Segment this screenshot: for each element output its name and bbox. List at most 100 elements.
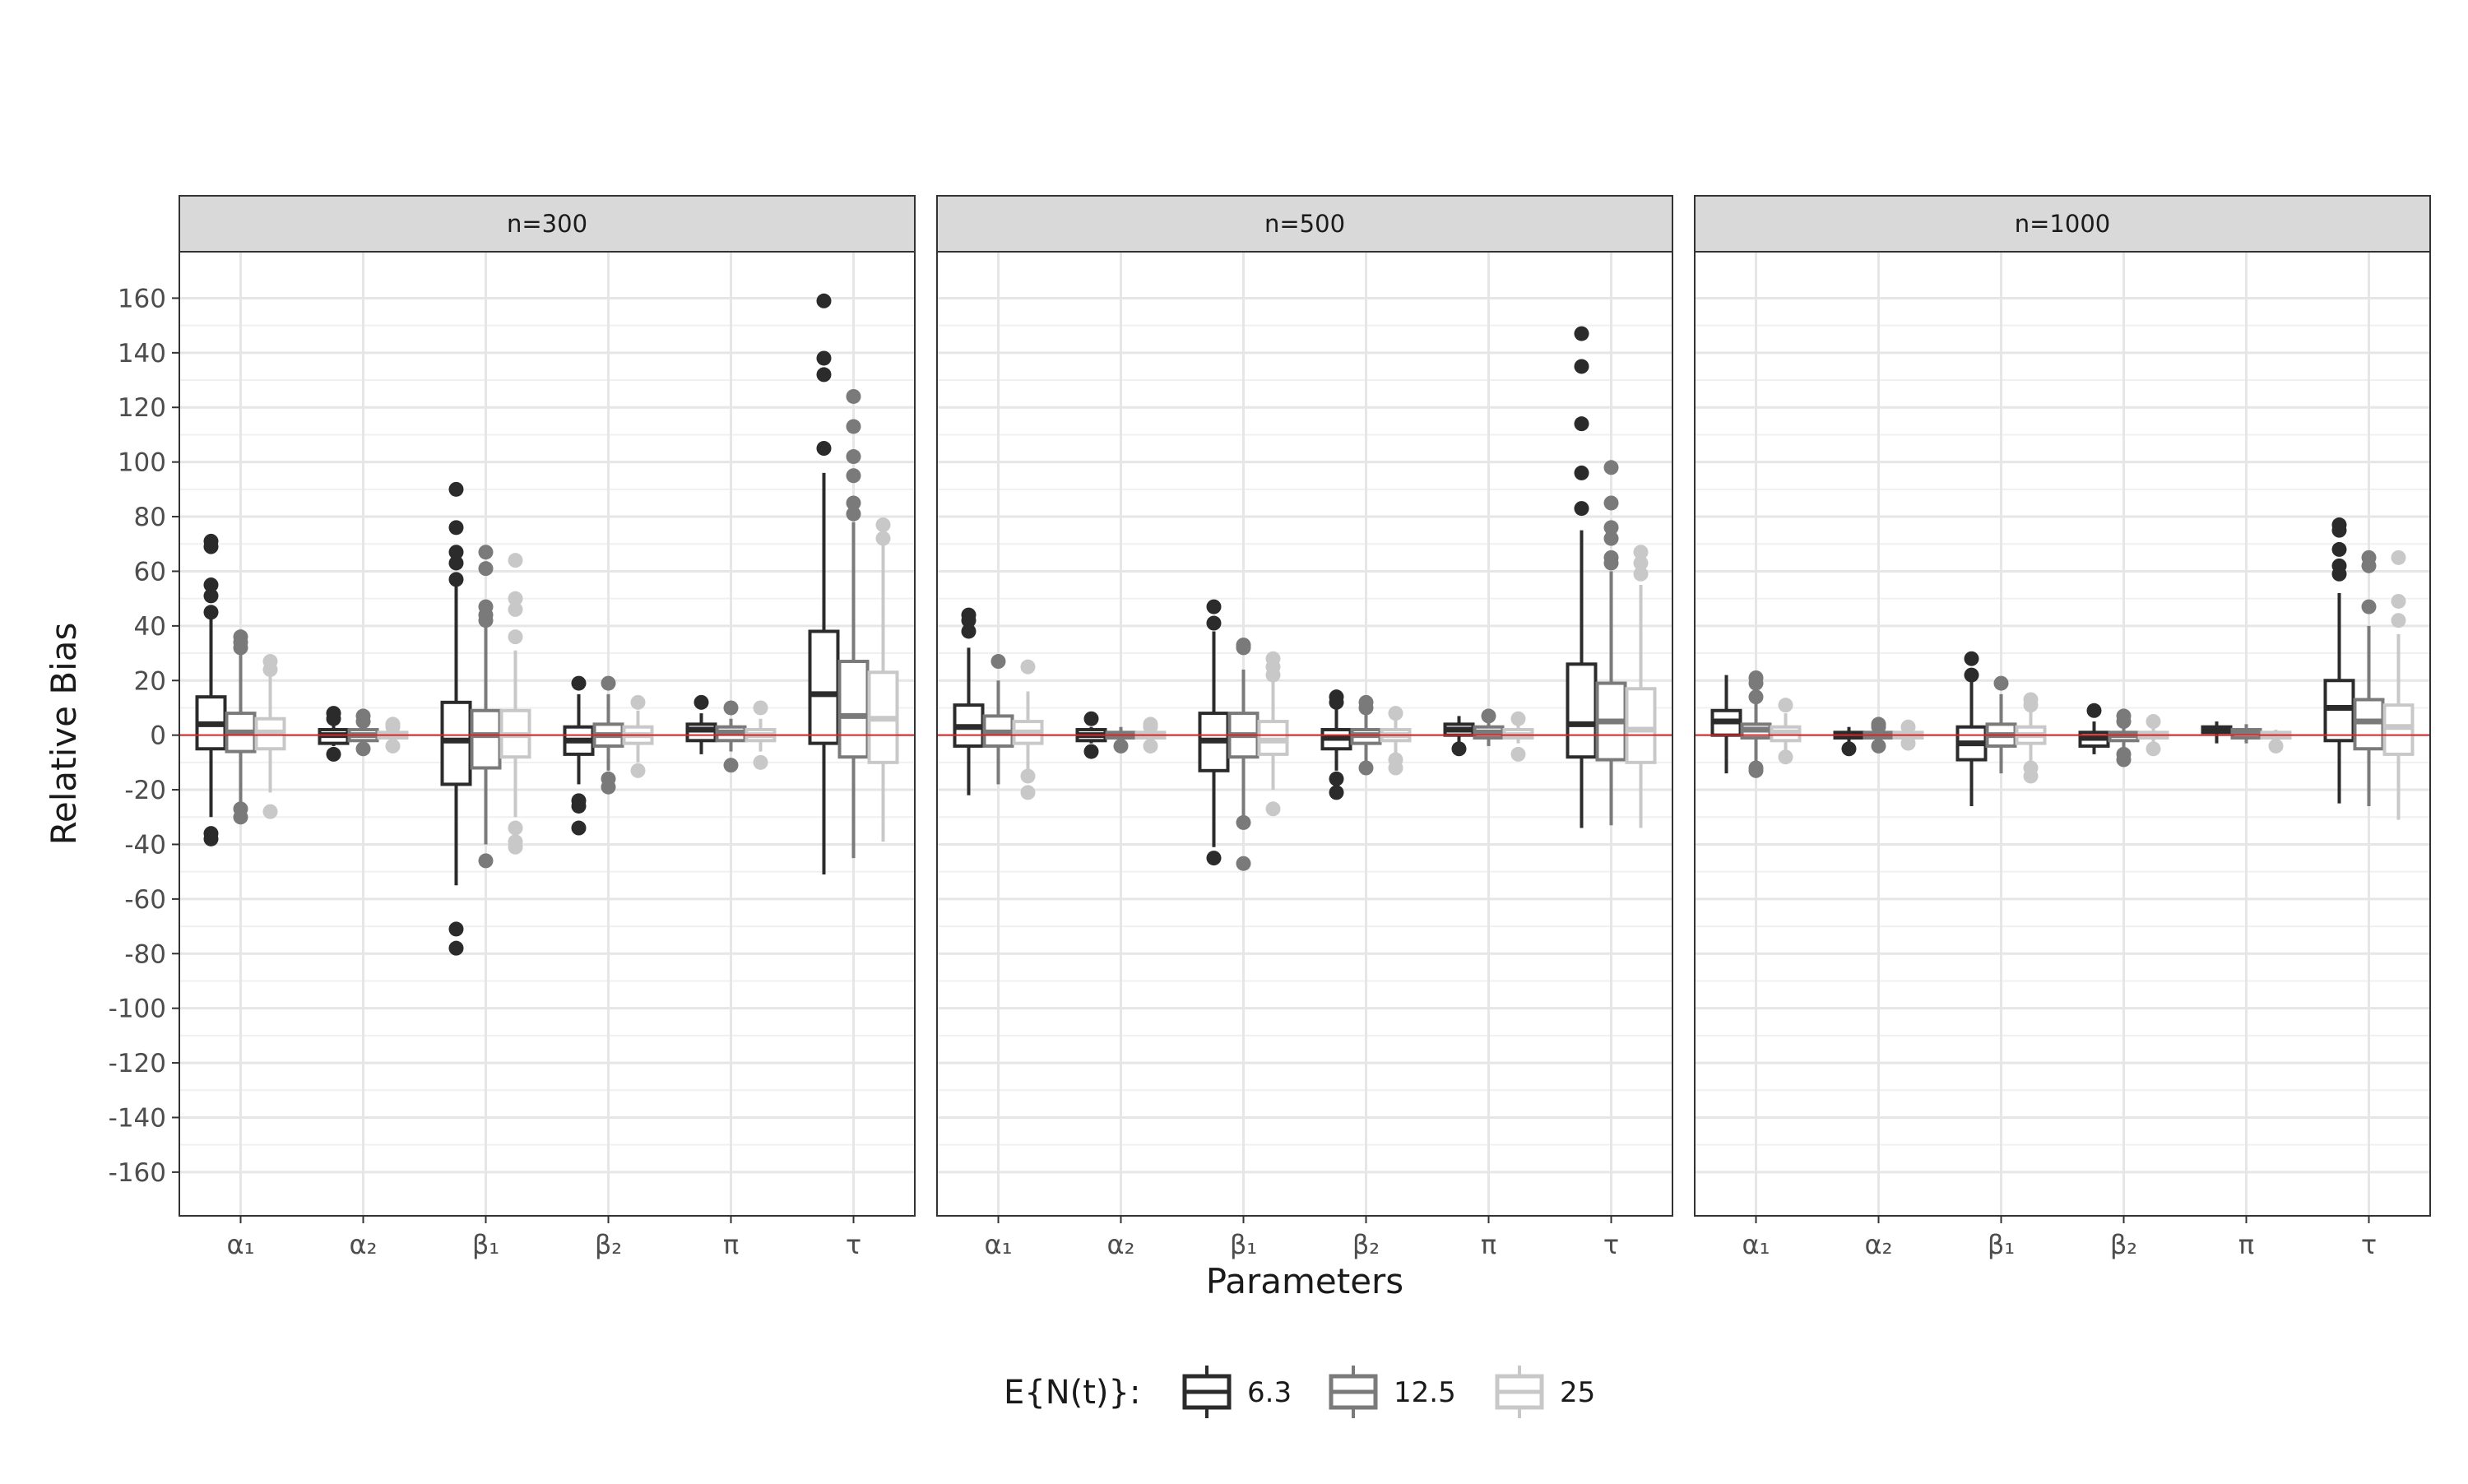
box-1-5-2-outlier-0	[1633, 545, 1649, 560]
box-2-3-2-outlier-1	[2146, 741, 2161, 757]
x-tick-label: α₁	[227, 1229, 255, 1260]
facet-label: n=1000	[2015, 210, 2110, 238]
facet-label: n=300	[507, 210, 587, 238]
box-1-2-0-outlier-1	[1206, 615, 1222, 631]
y-axis-title: Relative Bias	[44, 623, 84, 846]
x-tick-label: β₂	[1352, 1229, 1380, 1260]
y-tick-label: 120	[118, 393, 166, 423]
x-tick-label: α₂	[350, 1229, 378, 1260]
box-2-2-2-outlier-1	[2023, 698, 2039, 713]
box-1-1-1-outlier-0	[1113, 738, 1129, 754]
box-1-1-2-outlier-1	[1143, 719, 1158, 735]
box-0-2-1-outlier-0	[478, 545, 494, 560]
box-0-1-0-outlier-2	[326, 746, 341, 762]
box-0-0-1-outlier-2	[233, 640, 248, 656]
box-1-5-2-iqr	[1625, 687, 1657, 764]
box-0-2-0-outlier-4	[448, 572, 464, 587]
box-2-5-0-outlier-2	[2331, 541, 2347, 557]
box-1-2-2-outlier-3	[1265, 801, 1281, 817]
x-tick-label: α₁	[1742, 1229, 1770, 1260]
box-0-5-1-outlier-4	[846, 495, 861, 511]
box-0-0-0-outlier-1	[203, 539, 219, 554]
box-1-0-0-outlier-2	[961, 624, 977, 639]
box-1-1-2-outlier-2	[1143, 738, 1158, 754]
box-1-5-1-outlier-5	[1603, 555, 1619, 571]
box-0-5-2-outlier-0	[875, 517, 891, 533]
box-0-2-0-outlier-0	[448, 481, 464, 497]
box-2-0-1-outlier-2	[1748, 689, 1764, 705]
x-tick-label: β₁	[472, 1229, 499, 1260]
box-1-2-1-outlier-2	[1236, 814, 1251, 830]
x-tick-label: π	[723, 1229, 739, 1260]
x-tick-label: α₁	[985, 1229, 1013, 1260]
box-0-0-0-outlier-3	[203, 588, 219, 604]
box-1-2-0-outlier-0	[1206, 599, 1222, 614]
legend-title: E{N(t)}:	[1004, 1374, 1140, 1412]
box-0-5-1-iqr	[837, 660, 870, 759]
facet-label: n=500	[1264, 210, 1345, 238]
box-0-4-2-outlier-1	[753, 754, 768, 770]
box-2-3-2-outlier-0	[2146, 714, 2161, 730]
box-1-5-1-outlier-3	[1603, 531, 1619, 546]
box-2-0-2-outlier-0	[1778, 698, 1793, 713]
y-tick-label: 60	[134, 557, 166, 587]
x-tick-label: β₂	[2110, 1229, 2137, 1260]
box-2-5-0-outlier-4	[2331, 566, 2347, 582]
box-1-5-2-outlier-1	[1633, 555, 1649, 571]
box-0-5-0-outlier-3	[816, 441, 832, 457]
box-0-5-1-outlier-0	[846, 388, 861, 404]
box-0-4-1-outlier-0	[723, 700, 739, 716]
box-0-3-1-outlier-0	[601, 675, 616, 691]
box-1-5-1-outlier-1	[1603, 495, 1619, 511]
box-0-2-1-iqr	[470, 708, 502, 770]
box-2-2-0-outlier-1	[1964, 667, 1979, 683]
box-1-3-1-outlier-2	[1358, 760, 1374, 776]
box-1-5-0-outlier-1	[1574, 359, 1589, 374]
box-0-3-0-outlier-2	[571, 798, 587, 814]
box-0-0-0-outlier-4	[203, 605, 219, 620]
facet-strip	[1694, 195, 2431, 253]
box-1-5-0-outlier-2	[1574, 416, 1589, 432]
box-0-2-1-outlier-4	[478, 613, 494, 628]
x-tick-label: α₂	[1865, 1229, 1893, 1260]
facet-strip	[179, 195, 916, 253]
box-2-2-1-outlier-0	[1993, 675, 2009, 691]
legend-label-0: 6.3	[1247, 1376, 1292, 1409]
box-2-3-1-outlier-1	[2116, 714, 2132, 730]
box-0-2-0-outlier-1	[448, 520, 464, 536]
y-tick-label: 80	[134, 503, 166, 532]
x-tick-label: τ	[1603, 1229, 1619, 1260]
box-1-0-2-outlier-0	[1020, 659, 1036, 675]
box-0-0-0-outlier-2	[203, 577, 219, 593]
y-tick-label: 140	[118, 339, 166, 369]
box-2-5-2-outlier-0	[2391, 550, 2406, 565]
box-0-2-2-outlier-0	[508, 553, 523, 568]
box-0-0-0-outlier-6	[203, 831, 219, 846]
box-1-3-0-outlier-2	[1329, 771, 1344, 786]
box-0-1-2-outlier-1	[385, 719, 401, 735]
box-1-3-0-outlier-1	[1329, 694, 1344, 710]
x-tick-label: β₂	[595, 1229, 622, 1260]
box-0-2-2-outlier-2	[508, 601, 523, 617]
box-1-5-0-outlier-4	[1574, 501, 1589, 517]
box-0-5-2-outlier-1	[875, 531, 891, 546]
box-0-2-0-outlier-3	[448, 555, 464, 571]
box-1-4-2-outlier-0	[1510, 711, 1526, 726]
box-0-4-2-outlier-0	[753, 700, 768, 716]
box-2-2-2-outlier-3	[2023, 768, 2039, 784]
box-1-2-1-outlier-1	[1236, 640, 1251, 656]
box-1-3-1-outlier-1	[1358, 700, 1374, 716]
box-1-1-0-outlier-1	[1083, 744, 1099, 759]
box-0-2-0-outlier-2	[448, 545, 464, 560]
box-0-2-0-outlier-5	[448, 921, 464, 937]
box-2-0-1-outlier-1	[1748, 675, 1764, 691]
box-0-5-1-outlier-1	[846, 419, 861, 434]
y-tick-label: -80	[124, 939, 166, 969]
box-1-4-0-outlier-0	[1451, 741, 1467, 757]
box-0-0-2-outlier-1	[262, 661, 278, 677]
y-tick-label: 100	[118, 448, 166, 478]
box-2-0-1-outlier-4	[1748, 763, 1764, 778]
legend-label-1: 12.5	[1394, 1376, 1456, 1409]
y-tick-label: -60	[124, 885, 166, 915]
